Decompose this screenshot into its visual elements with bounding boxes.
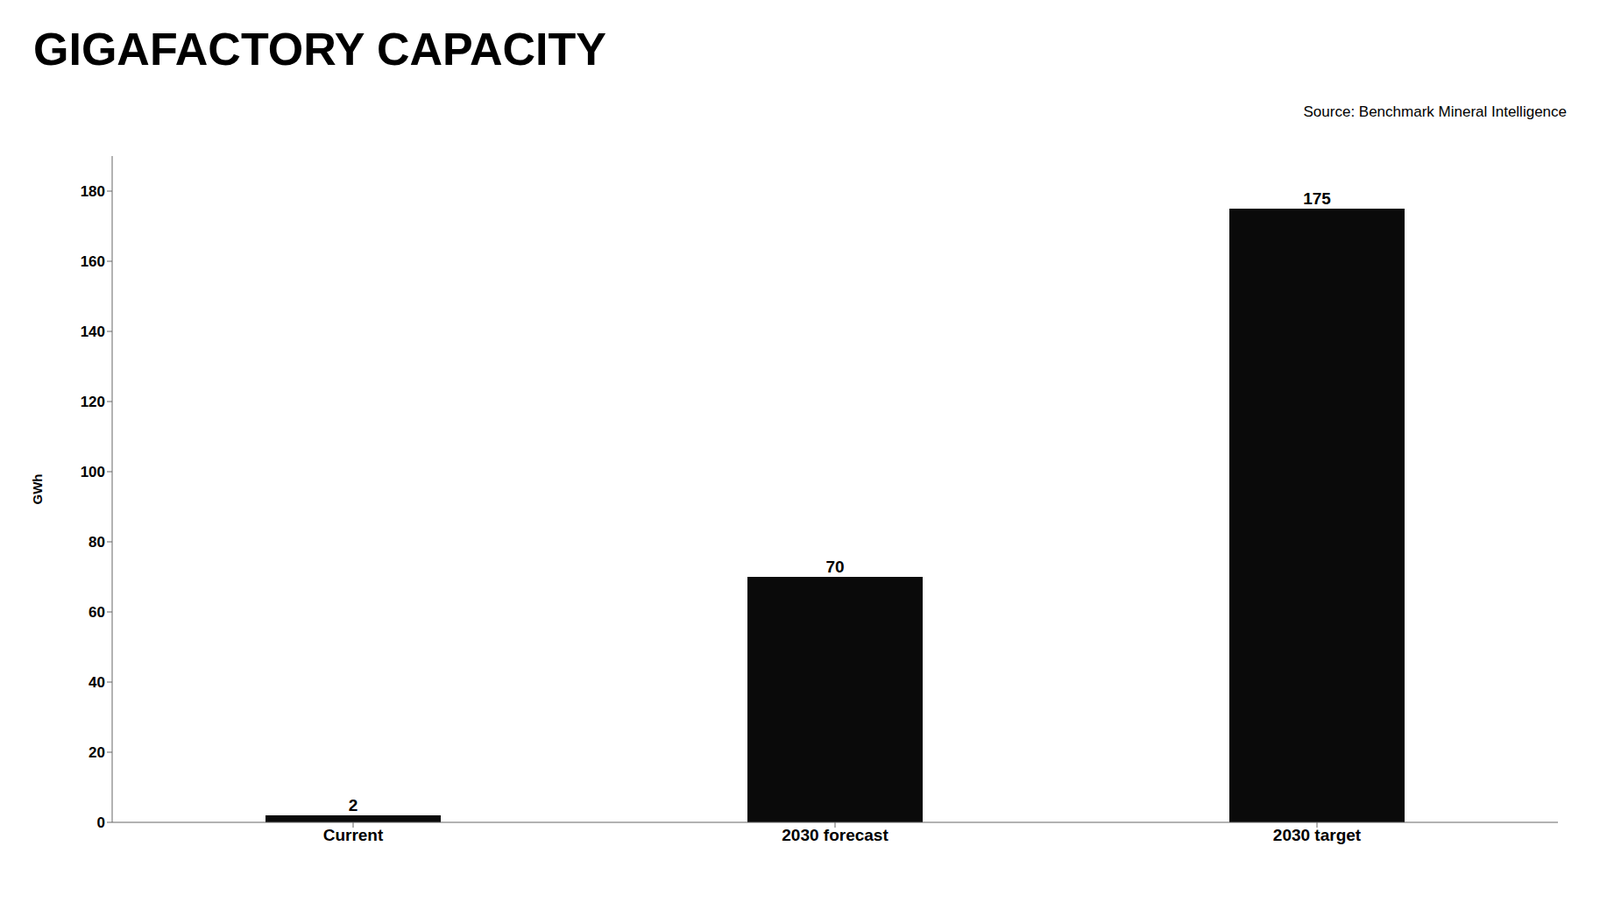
svg-text:20: 20 (88, 743, 106, 761)
svg-text:2030 forecast: 2030 forecast (781, 825, 889, 844)
svg-text:2030 target: 2030 target (1273, 825, 1362, 844)
svg-text:160: 160 (80, 253, 106, 270)
html-text:Source: Benchmark Mineral Inte: Source: Benchmark Mineral Intelligence (1303, 103, 1567, 121)
svg-text:175: 175 (1302, 189, 1331, 208)
svg-text:140: 140 (80, 323, 106, 340)
svg-text:2: 2 (348, 795, 359, 815)
svg-text:60: 60 (88, 603, 106, 621)
svg-text:40: 40 (88, 673, 106, 691)
svg-text:100: 100 (80, 463, 106, 481)
svg-text:0: 0 (97, 814, 106, 831)
svg-text:80: 80 (88, 533, 106, 551)
svg-text:70: 70 (825, 557, 844, 576)
svg-text:180: 180 (80, 183, 106, 200)
svg-text:Current: Current (323, 825, 384, 844)
svg-text:120: 120 (80, 393, 106, 411)
svg-text:GWh: GWh (29, 474, 45, 505)
html-text:GIGAFACTORY CAPACITY: GIGAFACTORY CAPACITY (33, 23, 607, 75)
